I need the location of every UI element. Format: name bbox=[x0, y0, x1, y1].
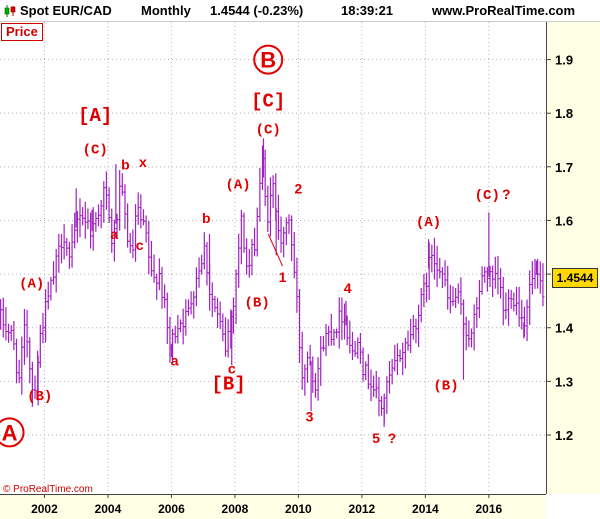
price-panel-tag[interactable]: Price bbox=[1, 23, 43, 41]
wave-label: 1 bbox=[279, 269, 287, 285]
x-tick-label: 2012 bbox=[349, 502, 376, 516]
time-axis-panel bbox=[0, 494, 546, 519]
x-tick-label: 2002 bbox=[31, 502, 58, 516]
wave-1-line bbox=[267, 233, 283, 267]
y-tick-label: 1.3 bbox=[555, 374, 573, 389]
wave-label: (A) bbox=[225, 177, 250, 193]
clock-time: 18:39:21 bbox=[341, 3, 394, 18]
wave-label: b bbox=[121, 157, 130, 173]
wave-label-circled: B bbox=[260, 48, 276, 73]
y-tick-label: 1.6 bbox=[555, 213, 573, 228]
wave-label: (B) bbox=[27, 389, 52, 405]
wave-label: (C) bbox=[256, 123, 281, 139]
wave-label-bracket: [C] bbox=[251, 91, 285, 113]
y-tick-label: 1.2 bbox=[555, 428, 573, 443]
wave-label: (C) bbox=[475, 188, 500, 204]
y-tick-label: 1.7 bbox=[555, 160, 573, 175]
price-axis-panel bbox=[546, 22, 600, 494]
site-url[interactable]: www.ProRealTime.com bbox=[432, 3, 576, 18]
wave-label: x bbox=[139, 154, 147, 170]
x-tick-label: 2014 bbox=[412, 502, 439, 516]
last-price-badge: 1.4544 bbox=[552, 268, 598, 288]
y-tick-label: 1.4 bbox=[555, 321, 574, 336]
wave-annotations: A(A)(B)[A](C)b xacabc[B]B[C](C)(A)(B)2134… bbox=[0, 44, 511, 448]
wave-label: (B) bbox=[245, 295, 270, 311]
time-axis-ticks: 2002 2004 2006 2008 2010 2012 2014 2016 bbox=[31, 494, 503, 516]
x-tick-label: 2010 bbox=[285, 502, 312, 516]
wave-label: 5 bbox=[372, 430, 380, 446]
wave-circle-marker bbox=[0, 417, 25, 448]
wave-label-bracket: [B] bbox=[211, 373, 245, 395]
wave-label: ? bbox=[502, 186, 511, 202]
price-bars bbox=[0, 138, 545, 427]
wave-label: 3 bbox=[306, 409, 314, 425]
wave-label: (C) bbox=[83, 142, 108, 158]
wave-label: (B) bbox=[433, 378, 458, 394]
wave-label: c bbox=[136, 237, 144, 253]
instrument-name: Spot EUR/CAD bbox=[20, 3, 112, 18]
wave-label: a bbox=[171, 352, 179, 368]
y-tick-label: 1.8 bbox=[555, 106, 573, 121]
wave-circle-marker bbox=[253, 44, 284, 75]
wave-label-bracket: [A] bbox=[78, 105, 112, 127]
wave-label: ? bbox=[388, 430, 397, 446]
timeframe-label: Monthly bbox=[141, 3, 191, 18]
x-tick-label: 2006 bbox=[158, 502, 185, 516]
x-tick-label: 2004 bbox=[95, 502, 122, 516]
copyright-notice: © ProRealTime.com bbox=[3, 484, 93, 495]
quote-value: 1.4544 (-0.23%) bbox=[210, 3, 304, 18]
wave-label: 4 bbox=[344, 280, 352, 296]
wave-label-circled: A bbox=[2, 420, 18, 445]
x-tick-label: 2016 bbox=[476, 502, 503, 516]
y-tick-label: 1.9 bbox=[555, 53, 573, 68]
x-tick-label: 2008 bbox=[222, 502, 249, 516]
wave-label: 2 bbox=[294, 181, 302, 197]
candlestick-icon bbox=[4, 5, 16, 17]
wave-label: (A) bbox=[19, 277, 44, 293]
wave-label: b bbox=[202, 210, 211, 226]
wave-label: (A) bbox=[416, 215, 441, 231]
wave-label: c bbox=[228, 360, 236, 376]
wave-label: a bbox=[110, 226, 118, 242]
